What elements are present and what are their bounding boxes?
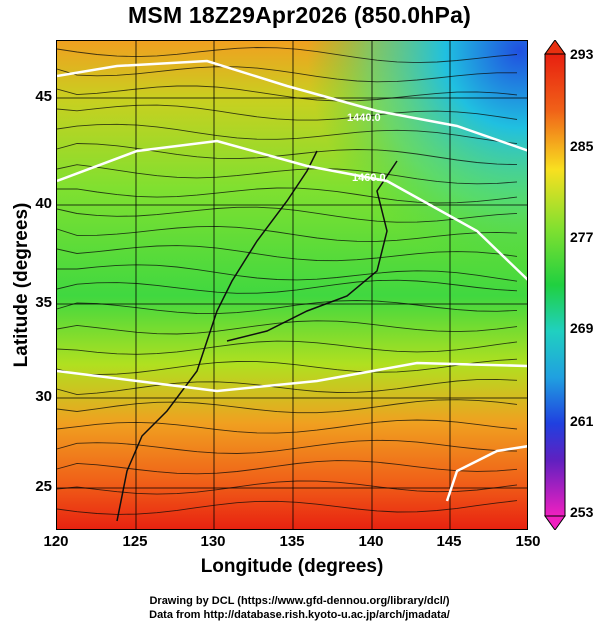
streamline [57, 378, 518, 396]
height-contour-high [445, 445, 527, 502]
temperature-wind-field: 1440.0 1460.0 [57, 41, 527, 529]
wind-streamlines [57, 47, 518, 515]
streamline [57, 225, 518, 242]
x-axis-label: Longitude (degrees) [200, 556, 384, 577]
colorbar-tick-293: 293 [570, 46, 594, 62]
y-tick-25: 25 [35, 478, 52, 495]
streamline [57, 320, 518, 335]
x-tick-135: 135 [279, 533, 305, 550]
x-tick-150: 150 [515, 533, 541, 550]
streamline [57, 206, 518, 223]
map-plot-area: 1440.0 1460.0 [56, 40, 528, 530]
streamline [57, 104, 518, 121]
colorbar-tick-269: 269 [570, 320, 594, 336]
y-tick-40: 40 [35, 195, 52, 212]
x-tick-125: 125 [122, 533, 148, 550]
map-title: MSM 18Z29Apr2026 (850.0hPa) [128, 2, 471, 28]
streamline [57, 439, 518, 454]
data-credit: Data from http://database.rish.kyoto-u.a… [149, 609, 450, 621]
streamline [57, 500, 518, 515]
y-tick-35: 35 [35, 294, 52, 311]
streamline [57, 164, 518, 185]
streamline [57, 358, 518, 376]
height-contour-1460 [57, 139, 527, 281]
streamline [57, 419, 518, 434]
streamline [57, 264, 518, 282]
y-tick-30: 30 [35, 388, 52, 405]
streamline [57, 187, 518, 204]
x-tick-120: 120 [43, 533, 69, 550]
x-tick-140: 140 [358, 533, 384, 550]
streamline [57, 460, 518, 475]
coastline [116, 150, 318, 522]
temperature-colorbar [544, 40, 566, 530]
contour-label-1440: 1440.0 [347, 112, 381, 124]
contour-label-1460: 1460.0 [352, 172, 386, 184]
streamline [57, 480, 518, 495]
streamline [57, 85, 518, 102]
colorbar-tick-285: 285 [570, 138, 594, 154]
height-contour-1440 [57, 59, 527, 152]
colorbar-tick-253: 253 [570, 504, 594, 520]
height-contour-south [57, 361, 527, 393]
drawing-credit: Drawing by DCL (https://www.gfd-dennou.o… [149, 595, 450, 607]
colorbar-tick-277: 277 [570, 229, 594, 245]
colorbar-tick-261: 261 [570, 413, 594, 429]
streamline [57, 399, 518, 414]
x-tick-130: 130 [200, 533, 226, 550]
y-tick-45: 45 [35, 88, 52, 105]
x-tick-145: 145 [436, 533, 462, 550]
streamline [57, 340, 518, 355]
streamline [57, 279, 518, 294]
streamline [57, 47, 518, 64]
streamline [57, 66, 517, 83]
streamline [57, 245, 518, 262]
streamline [57, 143, 518, 166]
streamline [57, 123, 518, 145]
y-axis-label: Latitude (degrees) [11, 202, 32, 368]
streamline [57, 300, 518, 315]
